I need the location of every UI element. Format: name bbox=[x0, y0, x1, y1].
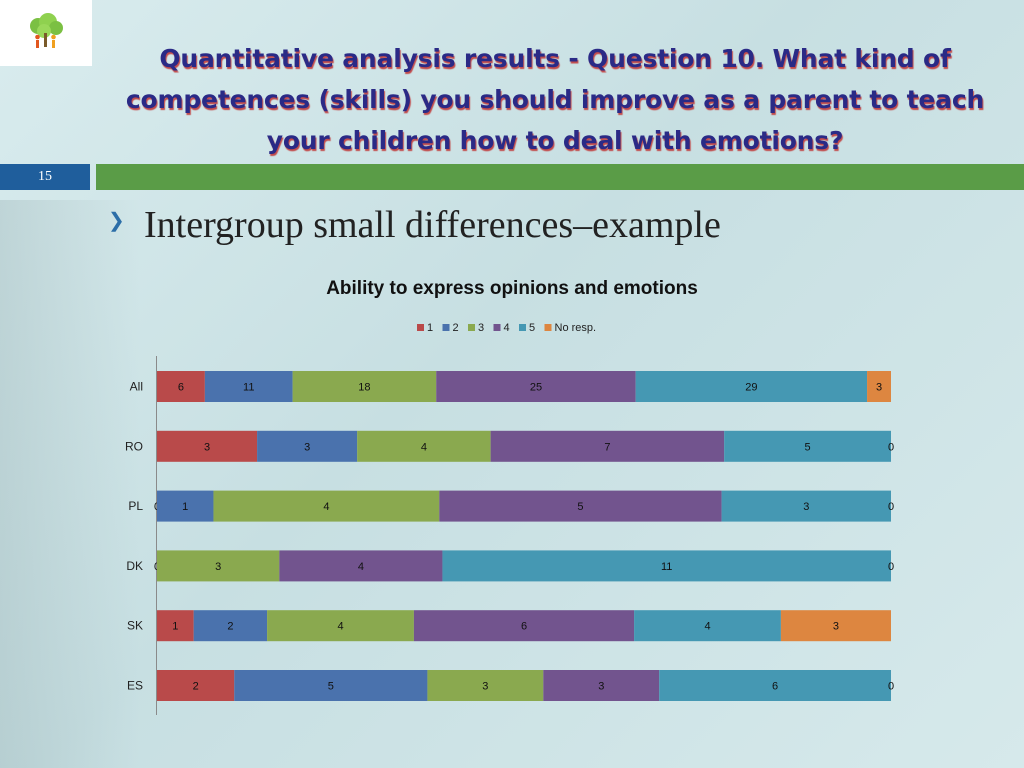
data-label-sk-3: 6 bbox=[521, 621, 527, 633]
bar-sk-5 bbox=[780, 610, 891, 642]
data-label-ro-2: 4 bbox=[421, 441, 427, 453]
data-label-dk-4: 11 bbox=[661, 561, 672, 573]
legend-swatch-2 bbox=[468, 324, 475, 331]
category-label-all: All bbox=[130, 380, 143, 394]
bar-dk-4 bbox=[442, 550, 891, 582]
data-label-sk-2: 4 bbox=[337, 621, 343, 633]
data-label-ro-1: 3 bbox=[304, 441, 310, 453]
bar-all-1 bbox=[204, 371, 293, 402]
bar-all-2 bbox=[292, 371, 437, 402]
chevron-right-icon: ❯ bbox=[108, 210, 125, 232]
legend-swatch-1 bbox=[442, 324, 450, 331]
data-label-pl-1: 1 bbox=[182, 501, 188, 513]
legend-swatch-5 bbox=[544, 324, 552, 331]
data-label-es-1: 5 bbox=[328, 681, 334, 693]
bar-ro-2 bbox=[357, 430, 491, 462]
data-label-all-2: 18 bbox=[358, 382, 370, 394]
slide-number-box bbox=[0, 164, 90, 190]
category-label-pl: PL bbox=[128, 499, 143, 513]
data-label-pl-3: 5 bbox=[577, 501, 583, 513]
data-label-ro-0: 3 bbox=[204, 441, 210, 453]
bar-ro-4 bbox=[724, 430, 891, 462]
chart-title-text: Ability to express opinions and emotions bbox=[326, 278, 698, 299]
data-label-dk-2: 3 bbox=[215, 561, 221, 573]
data-label-sk-1: 2 bbox=[227, 621, 233, 633]
data-label-es-3: 3 bbox=[598, 681, 604, 693]
data-label-ro-3: 7 bbox=[604, 441, 610, 453]
bar-sk-2 bbox=[267, 610, 414, 642]
bar-sk-4 bbox=[634, 610, 781, 642]
data-label-pl-2: 4 bbox=[323, 501, 329, 513]
legend-swatch-3 bbox=[493, 324, 501, 331]
slide-title: Quantitative analysis results - Question… bbox=[125, 44, 985, 155]
bar-es-0 bbox=[157, 670, 235, 701]
legend-label-5: No resp. bbox=[555, 322, 597, 334]
header-divider-bar bbox=[96, 164, 1024, 190]
data-label-all-1: 11 bbox=[243, 382, 254, 394]
bar-pl-1 bbox=[157, 490, 214, 522]
category-label-es: ES bbox=[127, 679, 143, 693]
bar-sk-3 bbox=[413, 610, 635, 642]
chart-title: Ability to express opinions and emotions bbox=[0, 278, 1024, 300]
legend-label-0: 1 bbox=[427, 322, 433, 334]
bar-pl-2 bbox=[213, 490, 440, 522]
data-label-es-5: 0 bbox=[888, 681, 894, 693]
bar-sk-0 bbox=[157, 610, 194, 642]
legend-label-1: 2 bbox=[453, 322, 459, 334]
data-label-pl-5: 0 bbox=[888, 501, 894, 513]
bar-pl-4 bbox=[721, 490, 891, 522]
bar-all-4 bbox=[635, 371, 868, 402]
bar-es-4 bbox=[659, 670, 891, 701]
slide-number-bar: 15 bbox=[0, 164, 1024, 190]
data-label-all-0: 6 bbox=[178, 382, 184, 394]
project-logo bbox=[0, 0, 92, 66]
bar-sk-1 bbox=[193, 610, 268, 642]
bar-dk-3 bbox=[279, 550, 443, 582]
slide-number: 15 bbox=[38, 169, 52, 184]
background-calligraphy-decoration bbox=[0, 200, 140, 768]
data-label-all-4: 29 bbox=[745, 382, 757, 394]
data-label-all-5: 3 bbox=[876, 382, 882, 394]
data-label-sk-0: 1 bbox=[172, 621, 178, 633]
legend-swatch-0 bbox=[417, 324, 424, 331]
category-label-ro: RO bbox=[125, 439, 143, 453]
category-label-sk: SK bbox=[127, 619, 143, 633]
data-label-all-3: 25 bbox=[530, 382, 542, 394]
legend-label-2: 3 bbox=[478, 322, 484, 334]
legend-swatch-4 bbox=[519, 324, 526, 331]
data-label-sk-4: 4 bbox=[704, 621, 710, 633]
bar-es-1 bbox=[234, 670, 428, 701]
bar-es-3 bbox=[543, 670, 660, 701]
category-label-dk: DK bbox=[126, 559, 143, 573]
bullet-text: Intergroup small differences–example bbox=[144, 204, 721, 246]
bar-es-2 bbox=[427, 670, 544, 701]
bar-all-3 bbox=[436, 371, 636, 402]
bar-ro-3 bbox=[490, 430, 725, 462]
bar-dk-2 bbox=[157, 550, 280, 582]
bar-all-0 bbox=[157, 371, 205, 402]
data-label-es-4: 6 bbox=[772, 681, 778, 693]
bar-ro-0 bbox=[157, 430, 258, 462]
bar-pl-3 bbox=[439, 490, 722, 522]
data-label-es-2: 3 bbox=[482, 681, 488, 693]
bar-ro-1 bbox=[257, 430, 358, 462]
data-label-ro-4: 5 bbox=[805, 441, 811, 453]
data-label-ro-5: 0 bbox=[888, 441, 894, 453]
data-label-es-0: 2 bbox=[193, 681, 199, 693]
data-label-sk-5: 3 bbox=[833, 621, 839, 633]
bar-all-5 bbox=[867, 371, 891, 402]
legend-label-4: 5 bbox=[529, 322, 535, 334]
data-label-dk-5: 0 bbox=[888, 561, 894, 573]
legend-label-3: 4 bbox=[504, 322, 510, 334]
data-label-dk-3: 4 bbox=[358, 561, 364, 573]
tree-logo-icon bbox=[30, 13, 63, 48]
data-label-pl-4: 3 bbox=[803, 501, 809, 513]
